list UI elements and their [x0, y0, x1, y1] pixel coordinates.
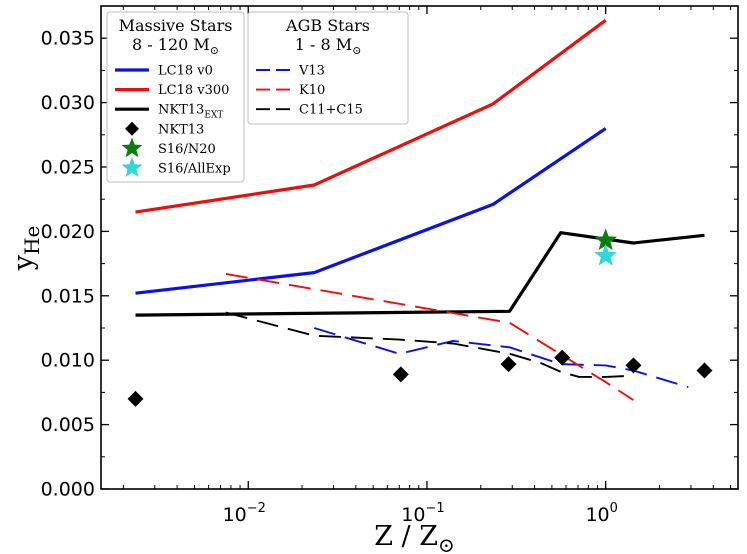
legend-frame-1 [247, 11, 409, 125]
legend-subtitle-1: 1 - 8 M⊙ [295, 35, 362, 57]
legend-entry-1-0-label: V13 [298, 64, 325, 79]
series-line-k10 [225, 272, 634, 401]
series-lines [135, 18, 705, 401]
legend-entry-0-4-label: S16/N20 [158, 142, 216, 157]
y-tick-label-3: 0.015 [41, 285, 95, 307]
legend-entry-1-2-label: C11+C15 [299, 103, 363, 118]
marker-nkt13-4 [625, 357, 642, 374]
y-tick-label-0: 0.000 [41, 479, 95, 501]
legend-title-1: AGB Stars [285, 16, 370, 35]
y-tick-label-1: 0.005 [41, 414, 95, 436]
y-tick-label-5: 0.025 [41, 157, 95, 179]
series-markers [127, 228, 713, 407]
marker-nkt13-1 [392, 366, 409, 383]
axes: 0.000 0.005 0.010 0.015 0.020 0.025 0.030 0.035… [8, 5, 739, 554]
series-line-v13 [313, 327, 689, 389]
marker-s16-n20-0 [594, 228, 618, 251]
legend-entry-0-5-handle [121, 157, 143, 177]
marker-nkt13-5 [696, 362, 713, 379]
plot-frame [100, 5, 739, 490]
y-tick-label-6: 0.030 [41, 92, 95, 114]
x-axis-label: Z / Z⊙ [374, 521, 455, 554]
x-tick-label-0: 10−2 [223, 501, 266, 526]
legend-frame-0 [106, 11, 245, 183]
series-line-nkt13ext [135, 231, 705, 317]
marker-nkt13-3 [554, 349, 571, 366]
legend-title-0: Massive Stars [119, 16, 233, 35]
y-tick-label-4: 0.020 [41, 221, 95, 243]
legend-entry-0-3-label: NKT13 [158, 122, 204, 137]
series-line-lc18-v0 [135, 127, 607, 295]
series-line-c11-c15 [225, 311, 634, 378]
legend-entry-0-4-handle [121, 137, 143, 158]
legend-entry-0-2-label: NKT13EXT [158, 103, 223, 121]
marker-nkt13-0 [127, 390, 144, 407]
legend-entry-0-0-label: LC18 v0 [158, 64, 213, 79]
x-tick-label-1: 10−1 [401, 501, 444, 526]
legend-subtitle-0: 8 - 120 M⊙ [132, 35, 219, 57]
series-line-lc18-v300 [135, 18, 607, 214]
marker-nkt13-2 [500, 356, 517, 373]
y-axis-label: yHe [8, 226, 44, 272]
legend-entry-0-5-label: S16/AllExp [158, 162, 231, 177]
legend-entry-0-3-handle [125, 121, 139, 136]
legend-entry-1-1-label: K10 [299, 83, 325, 98]
y-tick-label-2: 0.010 [41, 350, 95, 372]
marker-s16-allexp-0 [594, 243, 618, 266]
legend-entry-0-1-label: LC18 v300 [158, 83, 229, 98]
x-tick-label-2: 100 [585, 501, 617, 526]
y-tick-label-7: 0.035 [41, 28, 95, 50]
